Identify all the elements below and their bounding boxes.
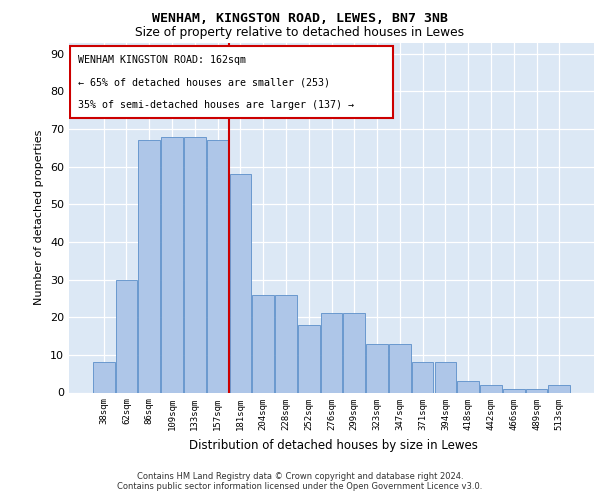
Bar	[298, 325, 320, 392]
Bar	[184, 136, 206, 392]
Bar	[548, 385, 570, 392]
Text: Size of property relative to detached houses in Lewes: Size of property relative to detached ho…	[136, 26, 464, 39]
Y-axis label: Number of detached properties: Number of detached properties	[34, 130, 44, 305]
FancyBboxPatch shape	[70, 46, 393, 118]
Bar	[93, 362, 115, 392]
Bar	[457, 381, 479, 392]
Text: WENHAM, KINGSTON ROAD, LEWES, BN7 3NB: WENHAM, KINGSTON ROAD, LEWES, BN7 3NB	[152, 12, 448, 24]
Bar	[526, 388, 547, 392]
Bar	[503, 388, 524, 392]
Bar	[343, 314, 365, 392]
Text: Contains public sector information licensed under the Open Government Licence v3: Contains public sector information licen…	[118, 482, 482, 491]
Bar	[366, 344, 388, 392]
Bar	[412, 362, 433, 392]
Bar	[434, 362, 456, 392]
Bar	[389, 344, 410, 392]
Bar	[161, 136, 183, 392]
Bar	[320, 314, 343, 392]
Bar	[480, 385, 502, 392]
Bar	[116, 280, 137, 392]
Text: 35% of semi-detached houses are larger (137) →: 35% of semi-detached houses are larger (…	[78, 100, 354, 110]
Bar	[207, 140, 229, 392]
Bar	[139, 140, 160, 392]
Bar	[275, 294, 297, 392]
Bar	[230, 174, 251, 392]
Text: Contains HM Land Registry data © Crown copyright and database right 2024.: Contains HM Land Registry data © Crown c…	[137, 472, 463, 481]
Text: Distribution of detached houses by size in Lewes: Distribution of detached houses by size …	[188, 440, 478, 452]
Bar	[253, 294, 274, 392]
Text: WENHAM KINGSTON ROAD: 162sqm: WENHAM KINGSTON ROAD: 162sqm	[78, 55, 246, 65]
Text: ← 65% of detached houses are smaller (253): ← 65% of detached houses are smaller (25…	[78, 78, 330, 88]
